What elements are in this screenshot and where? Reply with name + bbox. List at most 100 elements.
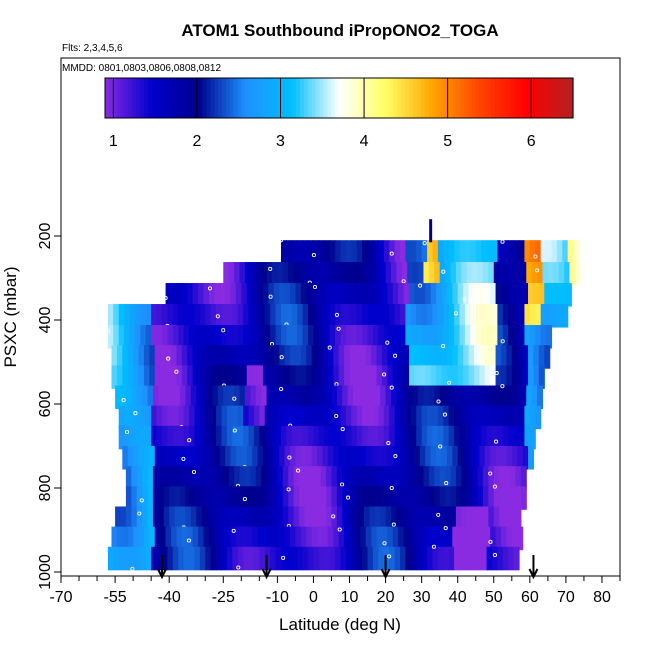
heatmap-cell (524, 405, 531, 430)
heatmap-cell (336, 262, 343, 286)
heatmap-cell (454, 425, 461, 450)
heatmap-cell (127, 446, 134, 470)
colorbar-segment (296, 78, 301, 118)
heatmap-cell (497, 304, 504, 328)
colorbar-segment (233, 78, 239, 118)
heatmap-cell (142, 385, 149, 410)
heatmap-cell (504, 466, 511, 490)
heatmap-cell (134, 425, 141, 450)
heatmap-cell (331, 262, 338, 286)
heatmap-cell (519, 425, 526, 450)
heatmap-cell (279, 283, 286, 307)
heatmap-cell (331, 385, 338, 410)
heatmap-cell (277, 385, 284, 410)
heatmap-cell (416, 425, 423, 450)
colorbar-segment (483, 78, 488, 118)
heatmap-cell (280, 240, 287, 266)
heatmap-cell (513, 325, 520, 349)
heatmap-cell (511, 345, 518, 369)
heatmap-cell (300, 446, 307, 470)
heatmap-cell (331, 466, 338, 490)
colorbar-segment (440, 78, 445, 118)
heatmap-cell (214, 283, 221, 307)
heatmap-cell (558, 262, 565, 286)
heatmap-cell (551, 304, 558, 328)
heatmap-cell (333, 365, 340, 389)
heatmap-cell (499, 486, 506, 510)
heatmap-cell (252, 526, 259, 551)
heatmap-cell (134, 304, 141, 328)
heatmap-cell (455, 466, 462, 490)
heatmap-cell (246, 446, 253, 470)
heatmap-cell (412, 506, 419, 530)
sample-marker (431, 544, 436, 549)
heatmap-cell (567, 240, 574, 266)
heatmap-cell (133, 345, 140, 369)
heatmap-cell (268, 283, 275, 307)
heatmap-cell (365, 446, 372, 470)
heatmap-cell (273, 345, 280, 369)
colorbar-segment (241, 78, 246, 118)
colorbar-segment (155, 78, 161, 118)
sample-marker (401, 279, 406, 284)
heatmap-cell (488, 385, 495, 410)
sample-marker (124, 429, 130, 435)
heatmap-cell (448, 425, 455, 450)
heatmap-cell (286, 240, 293, 266)
heatmap-cell (363, 466, 370, 490)
heatmap-cell (464, 546, 471, 571)
heatmap-cell (535, 325, 542, 349)
heatmap-cell (228, 486, 235, 510)
heatmap-cell (235, 345, 242, 369)
location-arrow (380, 555, 391, 580)
heatmap-cell (275, 325, 282, 349)
heatmap-cell (488, 466, 495, 490)
colorbar-segment (561, 78, 566, 118)
heatmap-cell (178, 304, 185, 328)
colorbar-segment (358, 78, 363, 118)
heatmap-cell (259, 405, 266, 430)
sample-marker (286, 487, 291, 492)
heatmap-cell (140, 546, 147, 571)
heatmap-cell (405, 240, 412, 266)
heatmap-cell (219, 526, 226, 551)
heatmap-cell (479, 345, 486, 369)
heatmap-cell (217, 466, 224, 490)
heatmap-cell (432, 546, 439, 571)
heatmap-cell (226, 546, 233, 571)
plot-frame (60, 57, 621, 577)
colorbar-segment (510, 78, 516, 118)
heatmap-cell (463, 446, 470, 470)
heatmap-cell (369, 506, 376, 530)
colorbar-segment (424, 78, 430, 118)
colorbar-segment (506, 78, 512, 118)
heatmap-cell (347, 466, 354, 490)
heatmap-cell (464, 405, 471, 430)
heatmap-cell (434, 466, 441, 490)
heatmap-cell (394, 304, 401, 328)
heatmap-cell (297, 405, 304, 430)
heatmap-cell (347, 385, 354, 410)
colorbar-segment (354, 78, 360, 118)
heatmap-cell (538, 365, 545, 389)
heatmap-cell (528, 446, 535, 470)
heatmap-cell (190, 466, 197, 490)
heatmap-cell (369, 385, 376, 410)
heatmap-cell (257, 446, 264, 470)
heatmap-cell (279, 446, 286, 470)
heatmap-cell (223, 262, 230, 286)
heatmap-cell (443, 425, 450, 450)
heatmap-cell (466, 506, 473, 530)
heatmap-cell (410, 405, 417, 430)
heatmap-cell (246, 283, 253, 307)
heatmap-cell (510, 385, 517, 410)
colorbar-segment (471, 78, 477, 118)
heatmap-cell (371, 345, 378, 369)
heatmap-cell (560, 283, 567, 307)
heatmap-cell (293, 466, 300, 490)
heatmap-cell (569, 262, 576, 286)
heatmap-cell (270, 546, 277, 571)
heatmap-cell (372, 546, 379, 571)
heatmap-cell (555, 283, 562, 307)
heatmap-cell (308, 546, 315, 571)
